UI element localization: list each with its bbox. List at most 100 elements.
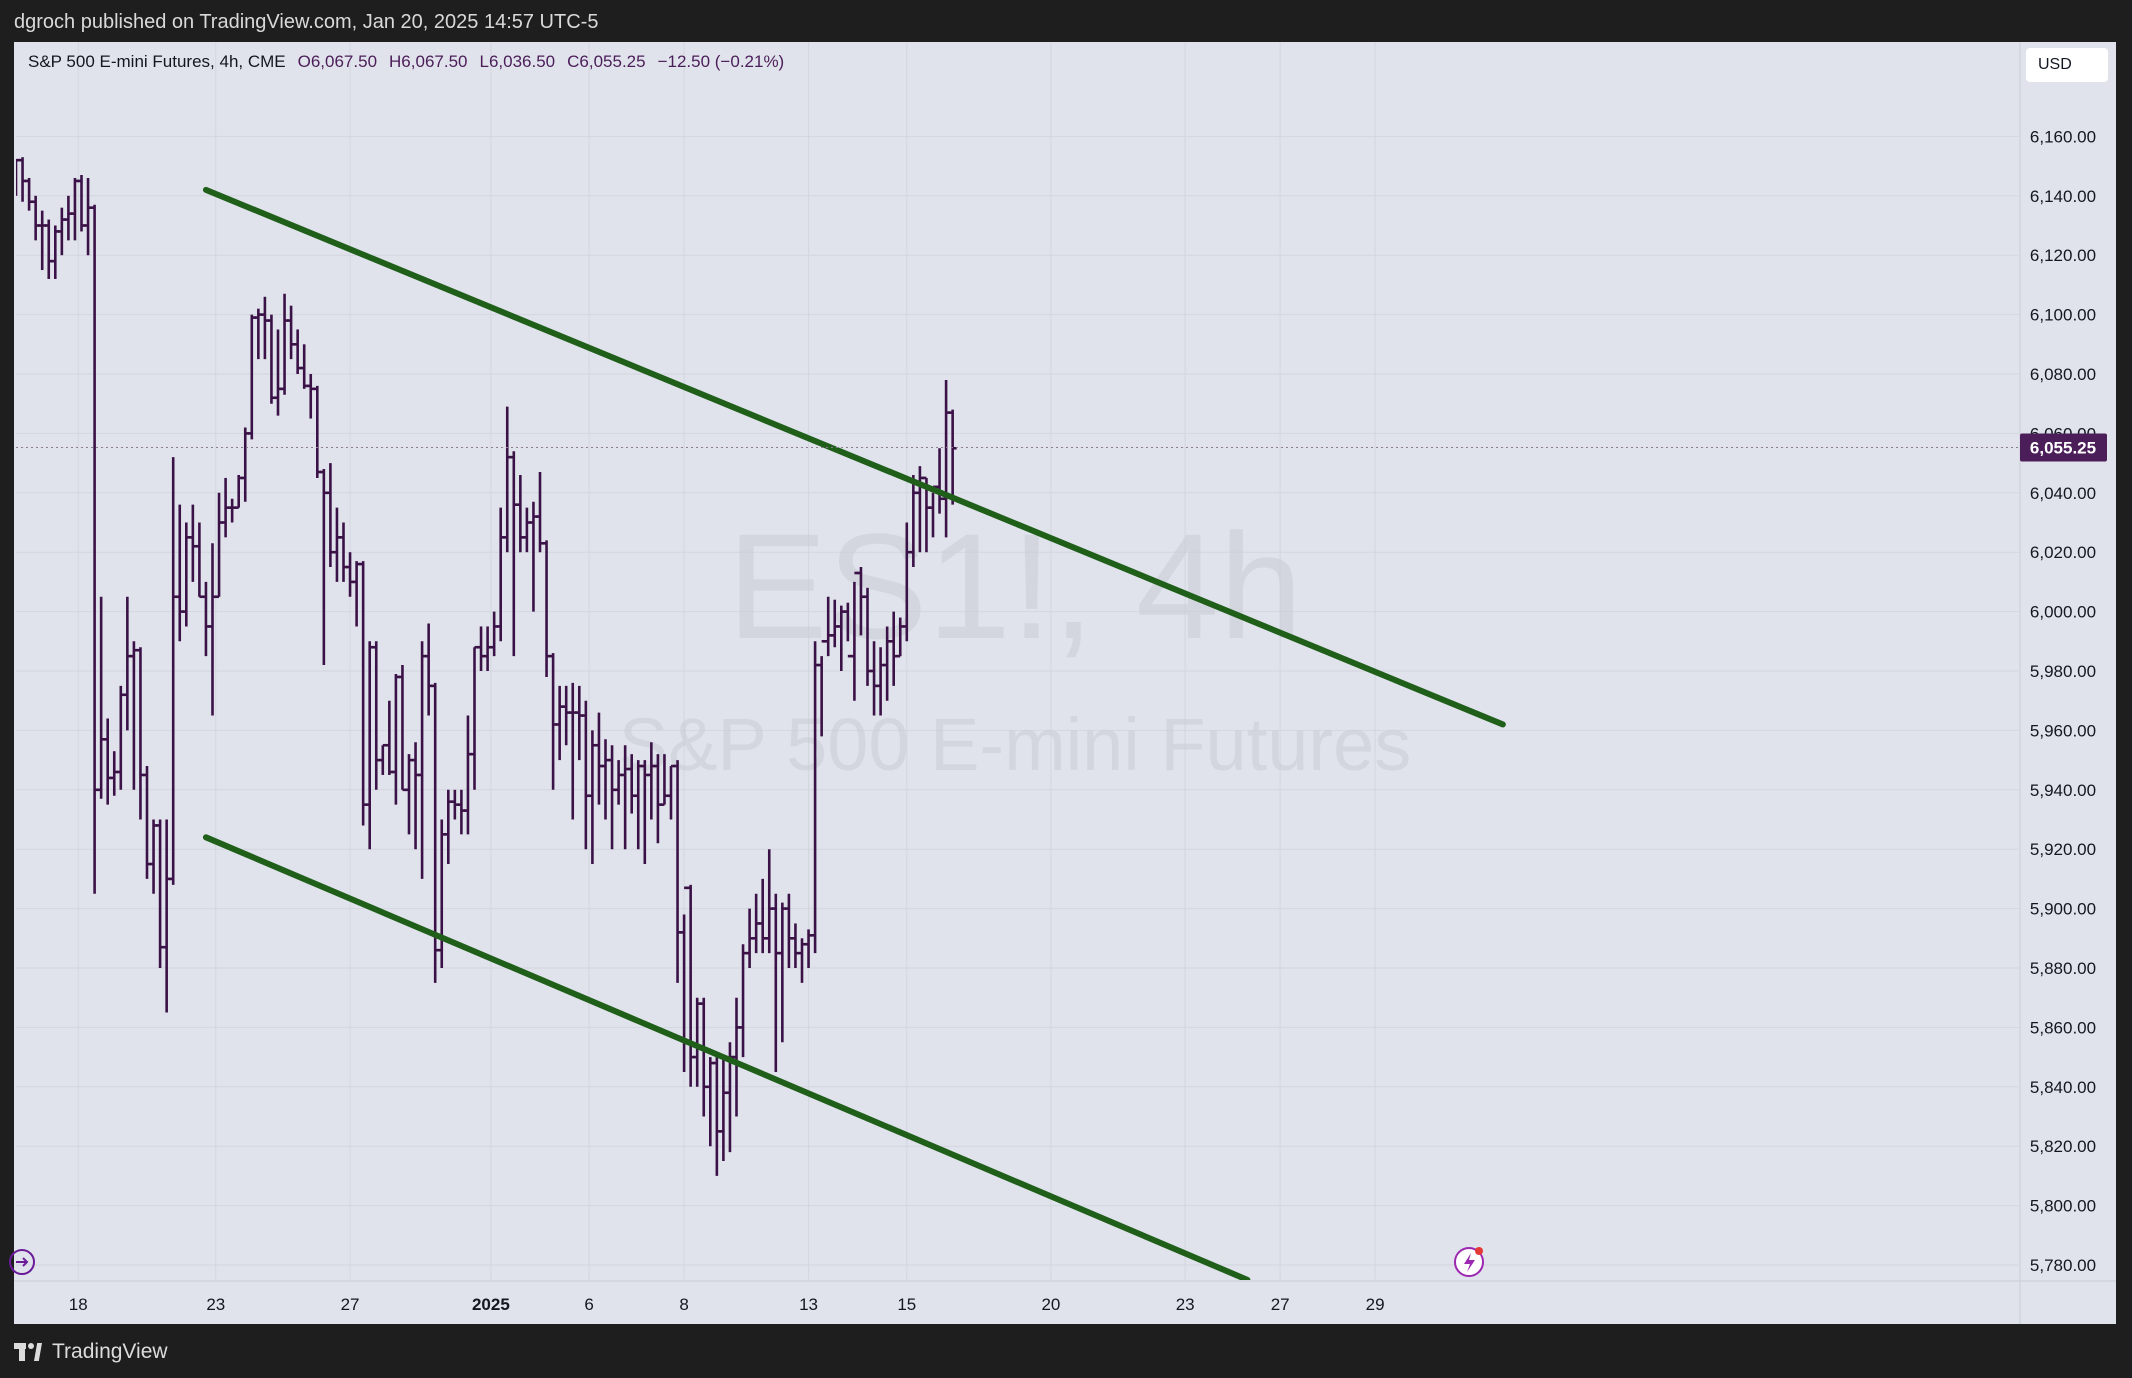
ohlc-bar: [758, 878, 767, 954]
ohlc-bar: [234, 474, 243, 509]
ohlc-bar: [149, 819, 158, 894]
ohlc-bar: [110, 751, 119, 796]
publish-header: dgroch published on TradingView.com, Jan…: [0, 0, 2132, 44]
ohlc-bar: [699, 997, 708, 1117]
legend-symbol[interactable]: S&P 500 E-mini Futures, 4h, CME: [28, 52, 286, 71]
ohlc-bar: [84, 177, 93, 256]
ohlc-bar: [247, 314, 256, 440]
ohlc-bar: [411, 742, 420, 850]
price-tick-label: 5,920.00: [2030, 840, 2096, 859]
ohlc-bar: [64, 195, 73, 241]
ohlc-bar: [123, 596, 132, 731]
ohlc-bar: [332, 507, 341, 582]
ohlc-bar: [51, 225, 60, 279]
ohlc-bar: [601, 739, 610, 820]
ohlc-bar: [385, 700, 394, 775]
price-tick-label: 5,960.00: [2030, 721, 2096, 740]
ohlc-bar: [241, 427, 250, 502]
ohlc-bar: [25, 177, 34, 211]
price-tick-label: 5,780.00: [2030, 1256, 2096, 1275]
legend-close: C6,055.25: [567, 52, 646, 71]
ohlc-bar: [463, 715, 472, 835]
ohlc-bar: [162, 819, 171, 1013]
ohlc-bar: [398, 665, 407, 792]
ohlc-bar: [562, 685, 571, 746]
ohlc-bar: [948, 409, 957, 505]
ohlc-bar: [522, 507, 531, 553]
ohlc-bar: [378, 743, 387, 775]
time-tick-label: 6: [584, 1295, 593, 1314]
price-tick-label: 6,080.00: [2030, 365, 2096, 384]
ohlc-bar: [791, 923, 800, 968]
price-tick-label: 5,980.00: [2030, 662, 2096, 681]
price-tick-label: 6,020.00: [2030, 543, 2096, 562]
ohlc-bar: [784, 893, 793, 968]
ohlc-bar: [300, 344, 309, 389]
ohlc-bar: [228, 498, 237, 523]
watermark-ticker: ES1!, 4h: [727, 502, 1302, 670]
ohlc-bar: [594, 712, 603, 805]
goto-realtime-icon[interactable]: [9, 1249, 35, 1275]
ohlc-bar: [477, 626, 486, 671]
price-tag: 6,055.25: [2020, 433, 2107, 462]
chart-grid: [16, 42, 2019, 1280]
watermark-name: S&P 500 E-mini Futures: [619, 703, 1411, 786]
ohlc-bar: [175, 504, 184, 642]
time-tick-label: 2025: [472, 1295, 510, 1314]
price-tick-label: 6,140.00: [2030, 187, 2096, 206]
ohlc-bar: [418, 641, 427, 879]
ohlc-bar: [306, 374, 315, 419]
ohlc-bar: [391, 673, 400, 805]
price-tick-label: 5,800.00: [2030, 1197, 2096, 1216]
channel-lines[interactable]: [202, 186, 1506, 1280]
tradingview-logo-icon: [14, 1343, 44, 1361]
currency-button[interactable]: USD: [2026, 48, 2108, 82]
legend-change: −12.50 (−0.21%): [657, 52, 785, 71]
legend-low: L6,036.50: [479, 52, 556, 71]
lightning-icon[interactable]: [1454, 1247, 1484, 1277]
ohlc-bar: [319, 469, 328, 666]
last-price-tag: 6,055.25: [2030, 439, 2096, 458]
ohlc-bar: [260, 296, 269, 360]
ohlc-bar: [516, 474, 525, 553]
ohlc-bar: [201, 581, 210, 657]
time-tick-label: 18: [69, 1295, 88, 1314]
legend-open: O6,067.50: [297, 52, 378, 71]
ohlc-bar: [536, 472, 544, 553]
ohlc-bar: [778, 902, 787, 1043]
ohlc-bar: [811, 641, 820, 954]
ohlc-bar: [673, 760, 682, 983]
price-tick-label: 6,120.00: [2030, 246, 2096, 265]
ohlc-bar: [31, 195, 40, 241]
ohlc-bar: [549, 653, 558, 790]
ohlc-bar: [103, 718, 112, 805]
ohlc-bar: [608, 745, 617, 850]
ohlc-bar: [280, 293, 289, 395]
footer-bar: [0, 1324, 2132, 1378]
ohlc-bar: [496, 507, 505, 642]
time-axis[interactable]: 18 23 27 2025 6 8 13 15 20 23 27 29: [69, 1295, 1385, 1314]
price-axis[interactable]: 5,780.00 5,800.00 5,820.00 5,840.00 5,860.00…: [2030, 127, 2096, 1275]
price-tick-label: 6,040.00: [2030, 484, 2096, 503]
ohlc-bar: [57, 207, 66, 256]
symbol-watermark: ES1!, 4h S&P 500 E-mini Futures: [619, 502, 1411, 786]
ohlc-bar: [765, 849, 774, 954]
time-tick-label: 27: [1271, 1295, 1290, 1314]
channel-line-upper: [202, 186, 1506, 728]
time-tick-label: 13: [799, 1295, 818, 1314]
price-tick-label: 5,840.00: [2030, 1078, 2096, 1097]
ohlc-bar: [136, 647, 145, 820]
ohlc-series: [16, 157, 957, 1176]
ohlc-bar: [457, 789, 466, 835]
price-tick-label: 5,900.00: [2030, 900, 2096, 919]
ohlc-bar: [143, 766, 151, 879]
last-price-tag-bg: [2020, 433, 2107, 462]
chart-legend[interactable]: S&P 500 E-mini Futures, 4h, CME O6,067.5…: [28, 52, 784, 72]
ohlc-bar: [575, 685, 584, 761]
price-tick-label: 6,160.00: [2030, 127, 2096, 146]
ohlc-bar: [267, 314, 276, 404]
time-tick-label: 27: [341, 1295, 360, 1314]
ohlc-bar: [509, 451, 518, 657]
tradingview-logo[interactable]: TradingView: [14, 1340, 168, 1364]
